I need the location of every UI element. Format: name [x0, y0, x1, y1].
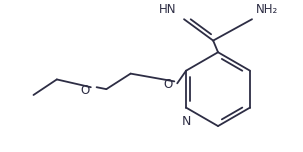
Text: O: O: [81, 84, 90, 97]
Text: N: N: [181, 115, 191, 128]
Text: HN: HN: [159, 3, 176, 16]
Text: O: O: [163, 78, 172, 91]
Text: NH₂: NH₂: [256, 3, 278, 16]
